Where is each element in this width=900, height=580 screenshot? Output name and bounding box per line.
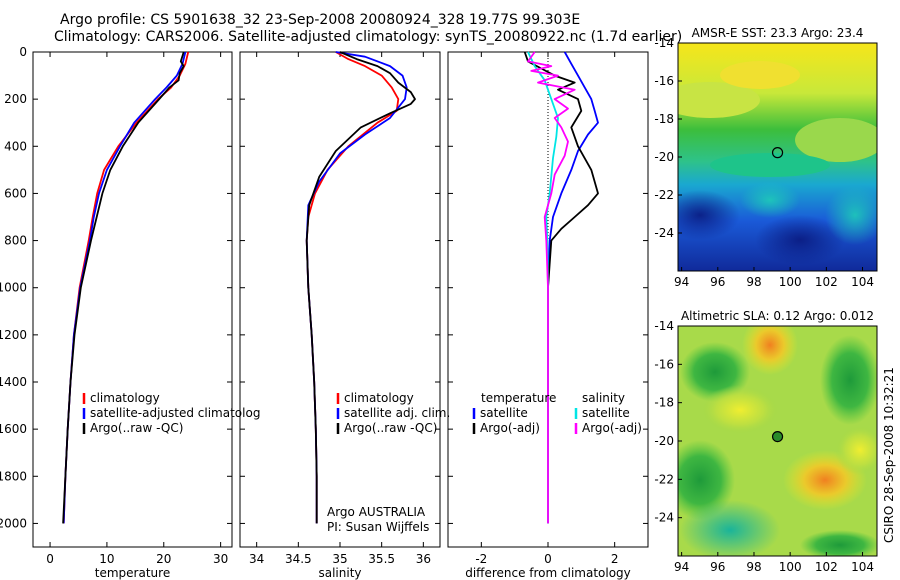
map-x-tick-label: 100 bbox=[779, 275, 802, 289]
map-y-tick-label: -18 bbox=[654, 396, 674, 410]
figure-title-line1: Argo profile: CS 5901638_32 23-Sep-2008 … bbox=[60, 12, 581, 28]
legend-entry: satellite bbox=[480, 406, 528, 420]
map-x-tick-label: 98 bbox=[746, 275, 761, 289]
map-x-tick-label: 96 bbox=[710, 275, 725, 289]
map-x-tick-label: 96 bbox=[710, 560, 725, 574]
map-y-tick-label: -20 bbox=[654, 434, 674, 448]
x-tick-label: 34 bbox=[249, 552, 264, 566]
map-x-tick-label: 100 bbox=[779, 560, 802, 574]
map-y-tick-label: -16 bbox=[654, 74, 674, 88]
x-tick-label: 2 bbox=[611, 552, 619, 566]
legend-heading: temperature bbox=[481, 391, 556, 405]
x-axis-label: difference from climatology bbox=[465, 566, 631, 580]
annotation-text: PI: Susan Wijffels bbox=[327, 520, 429, 534]
map-x-tick-label: 104 bbox=[851, 275, 874, 289]
map-title: AMSR-E SST: 23.3 Argo: 23.4 bbox=[692, 26, 864, 40]
y-tick-label: 1000 bbox=[0, 281, 27, 295]
map-y-tick-label: -24 bbox=[654, 511, 674, 525]
x-tick-label: 20 bbox=[156, 552, 171, 566]
map-x-tick-label: 102 bbox=[815, 560, 838, 574]
series-line-3-4 bbox=[527, 51, 576, 524]
x-tick-label: 35 bbox=[332, 552, 347, 566]
figure-title-line2: Climatology: CARS2006. Satellite-adjuste… bbox=[54, 29, 683, 45]
y-tick-label: 1600 bbox=[0, 422, 27, 436]
y-tick-label: 2000 bbox=[0, 516, 27, 530]
x-tick-label: 0 bbox=[46, 552, 54, 566]
x-tick-label: 0 bbox=[544, 552, 552, 566]
legend-entry: Argo(..raw -QC) bbox=[90, 421, 183, 435]
map-y-tick-label: -22 bbox=[654, 472, 674, 486]
map-x-tick-label: 94 bbox=[674, 275, 689, 289]
map-y-tick-label: -16 bbox=[654, 357, 674, 371]
map-title: Altimetric SLA: 0.12 Argo: 0.012 bbox=[681, 309, 874, 323]
y-tick-label: 800 bbox=[4, 234, 27, 248]
y-tick-label: 200 bbox=[4, 92, 27, 106]
plot-frame-2 bbox=[239, 51, 441, 548]
map-y-tick-label: -14 bbox=[654, 36, 674, 50]
map-x-tick-label: 94 bbox=[674, 560, 689, 574]
legend-entry: Argo(-adj) bbox=[480, 421, 540, 435]
legend-entry: satellite bbox=[582, 406, 630, 420]
x-axis-label: temperature bbox=[95, 566, 170, 580]
x-tick-label: 34.5 bbox=[285, 552, 312, 566]
x-tick-label: 10 bbox=[99, 552, 114, 566]
y-tick-label: 1200 bbox=[0, 328, 27, 342]
map-x-tick-label: 98 bbox=[746, 560, 761, 574]
map-y-tick-label: -20 bbox=[654, 150, 674, 164]
map-y-tick-label: -22 bbox=[654, 188, 674, 202]
map-y-tick-label: -24 bbox=[654, 226, 674, 240]
argo-position-marker bbox=[771, 147, 784, 159]
x-tick-label: -2 bbox=[475, 552, 487, 566]
map-y-tick-label: -18 bbox=[654, 112, 674, 126]
y-tick-label: 1400 bbox=[0, 375, 27, 389]
map-field-3 bbox=[678, 43, 877, 271]
x-axis-label: salinity bbox=[318, 566, 361, 580]
argo-position-marker bbox=[771, 430, 784, 443]
map-x-tick-label: 104 bbox=[851, 560, 874, 574]
annotation-text: Argo AUSTRALIA bbox=[327, 505, 426, 519]
legend-entry: Argo(-adj) bbox=[582, 421, 642, 435]
y-tick-label: 600 bbox=[4, 186, 27, 200]
x-tick-label: 30 bbox=[213, 552, 228, 566]
legend-entry: satellite-adjusted climatolog bbox=[90, 406, 260, 420]
legend-heading: salinity bbox=[582, 391, 625, 405]
map-x-tick-label: 102 bbox=[815, 275, 838, 289]
legend-entry: climatology bbox=[90, 391, 160, 405]
legend-entry: satellite adj. clim. bbox=[344, 406, 450, 420]
y-tick-label: 0 bbox=[19, 45, 27, 59]
legend-entry: Argo(..raw -QC) bbox=[344, 421, 437, 435]
x-tick-label: 35.5 bbox=[368, 552, 395, 566]
y-tick-label: 1800 bbox=[0, 469, 27, 483]
series-line-1-3 bbox=[62, 51, 185, 524]
x-tick-label: 36 bbox=[416, 552, 431, 566]
legend-entry: climatology bbox=[344, 391, 414, 405]
map-y-tick-label: -14 bbox=[654, 319, 674, 333]
series-line-2-3 bbox=[305, 51, 416, 524]
y-tick-label: 400 bbox=[4, 139, 27, 153]
